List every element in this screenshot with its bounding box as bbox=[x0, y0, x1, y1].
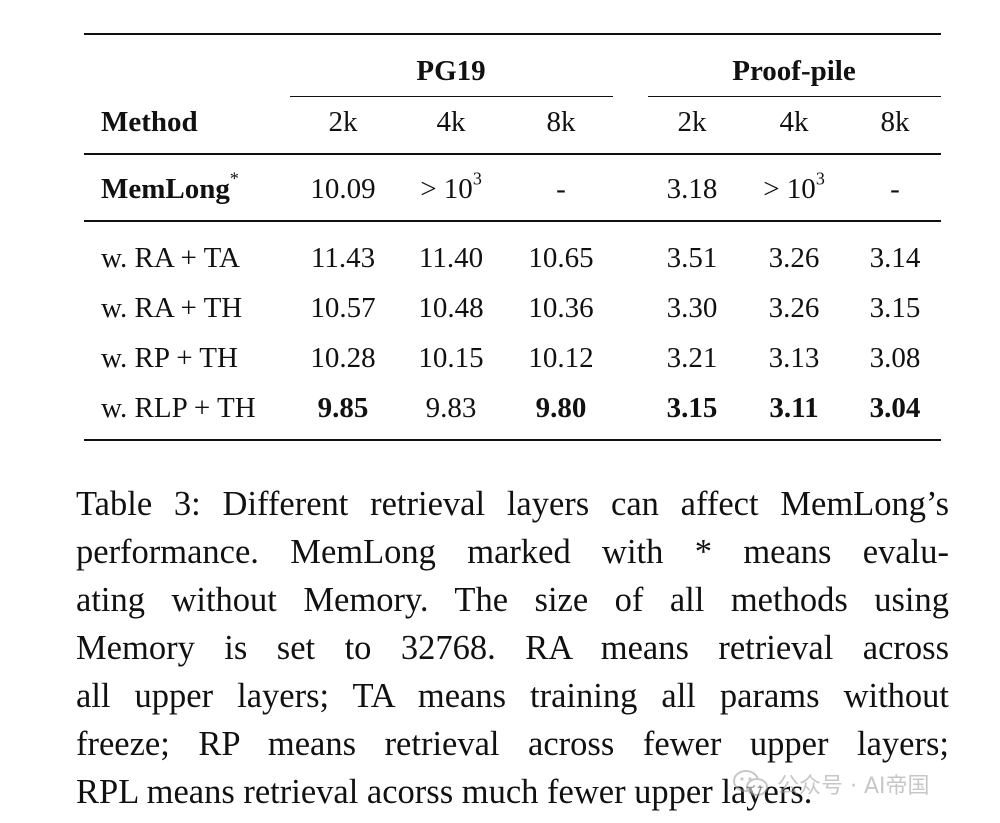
column-header: 4k bbox=[779, 106, 809, 138]
table-cell: 9.85 bbox=[317, 392, 369, 424]
row-method: w. RP + TH bbox=[101, 342, 238, 374]
column-header: 8k bbox=[546, 106, 576, 138]
baseline-cell: > 103 bbox=[763, 168, 825, 206]
table-cell: 3.08 bbox=[869, 342, 921, 374]
watermark-text: 公众号 · AI帝国 bbox=[777, 774, 930, 799]
proofpile-group-rule bbox=[648, 96, 941, 97]
table-cell: 10.15 bbox=[418, 342, 484, 374]
caption-line: performance. MemLong marked with * means… bbox=[76, 533, 949, 571]
table-cell: 10.57 bbox=[310, 292, 376, 324]
table-cell: 3.11 bbox=[769, 392, 819, 424]
table-cell: 10.36 bbox=[528, 292, 594, 324]
table-cell: 3.15 bbox=[666, 392, 718, 424]
baseline-method-name: MemLong bbox=[101, 173, 230, 205]
baseline-cell: 3.18 bbox=[666, 173, 718, 205]
column-header: 2k bbox=[328, 106, 358, 138]
table-cell: 3.21 bbox=[666, 342, 718, 374]
baseline-cell: 10.09 bbox=[310, 173, 376, 205]
table-cell: 3.13 bbox=[768, 342, 820, 374]
table-cell: 11.40 bbox=[418, 242, 484, 274]
watermark: 公众号 · AI帝国 bbox=[733, 764, 930, 804]
group-header-pg19: PG19 bbox=[416, 55, 486, 87]
baseline-cell: > 103 bbox=[420, 168, 482, 206]
baseline-cell-base: > 10 bbox=[763, 173, 816, 205]
baseline-rule bbox=[84, 220, 941, 222]
table-cell: 9.83 bbox=[425, 392, 477, 424]
caption-line: freeze; RP means retrieval across fewer … bbox=[76, 725, 949, 763]
baseline-method-asterisk: * bbox=[229, 168, 239, 189]
table-cell: 3.04 bbox=[869, 392, 921, 424]
table-cell: 3.14 bbox=[869, 242, 921, 274]
bottom-rule bbox=[84, 439, 941, 441]
baseline-cell-exponent: 3 bbox=[472, 168, 482, 189]
table-cell: 3.30 bbox=[666, 292, 718, 324]
caption-line: all upper layers; TA means training all … bbox=[76, 677, 949, 715]
table-caption: Table 3: Different retrieval layers can … bbox=[76, 480, 949, 816]
row-method: w. RA + TA bbox=[101, 242, 240, 274]
top-rule bbox=[84, 33, 941, 35]
baseline-method: MemLong* bbox=[101, 168, 239, 206]
wechat-icon bbox=[733, 769, 769, 799]
table-cell: 11.43 bbox=[310, 242, 376, 274]
caption-line: Memory is set to 32768. RA means retriev… bbox=[76, 629, 949, 667]
caption-line: Table 3: Different retrieval layers can … bbox=[76, 485, 949, 523]
table-cell: 10.48 bbox=[418, 292, 484, 324]
results-table: PG19 Proof-pile Method 2k 4k 8k 2k 4k 8k MemL… bbox=[84, 33, 941, 443]
table-cell: 10.12 bbox=[528, 342, 594, 374]
column-header: 8k bbox=[880, 106, 910, 138]
row-method: w. RA + TH bbox=[101, 292, 243, 324]
table-cell: 10.65 bbox=[528, 242, 594, 274]
table-cell: 3.26 bbox=[768, 242, 820, 274]
row-method: w. RLP + TH bbox=[101, 392, 256, 424]
caption-line: RPL means retrieval acorss much fewer up… bbox=[76, 773, 813, 811]
column-header: 4k bbox=[436, 106, 466, 138]
table-cell: 10.28 bbox=[310, 342, 376, 374]
caption-line: ating without Memory. The size of all me… bbox=[76, 581, 949, 619]
baseline-cell: - bbox=[556, 173, 566, 205]
baseline-cell: - bbox=[890, 173, 900, 205]
table-cell: 3.15 bbox=[869, 292, 921, 324]
column-header: 2k bbox=[677, 106, 707, 138]
method-header: Method bbox=[101, 106, 198, 138]
baseline-cell-exponent: 3 bbox=[815, 168, 825, 189]
group-header-proofpile: Proof-pile bbox=[732, 55, 856, 87]
table-cell: 9.80 bbox=[535, 392, 587, 424]
baseline-cell-base: > 10 bbox=[420, 173, 473, 205]
table-cell: 3.26 bbox=[768, 292, 820, 324]
header-rule bbox=[84, 153, 941, 155]
pg19-group-rule bbox=[290, 96, 613, 97]
table-cell: 3.51 bbox=[666, 242, 718, 274]
